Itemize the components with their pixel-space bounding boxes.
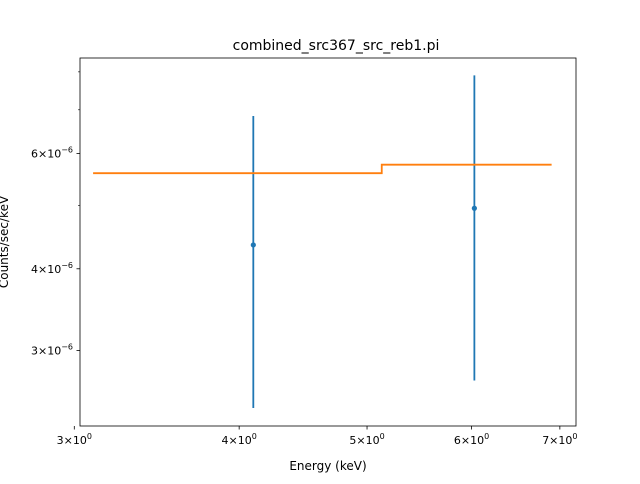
x-tick-label-0: 3×100 xyxy=(57,432,92,447)
x-tick-label-4: 7×100 xyxy=(542,432,577,447)
y-axis-label: Counts/sec/keV xyxy=(0,195,11,288)
y-tick-label-1: 4×10−6 xyxy=(31,261,73,276)
model-step-line-1 xyxy=(93,163,552,175)
x-tick-label-3: 6×100 xyxy=(454,432,489,447)
y-tick-label-0: 3×10−6 xyxy=(31,343,73,358)
y-tick-label-2: 6×10−6 xyxy=(31,146,73,161)
chart-title: combined_src367_src_reb1.pi xyxy=(233,38,440,54)
data-point-0-0 xyxy=(250,242,256,248)
y-axis: 3×10−6 4×10−6 6×10−6 xyxy=(31,71,80,358)
x-axis-label: Energy (keV) xyxy=(289,459,366,473)
x-tick-label-1: 4×100 xyxy=(222,432,257,447)
x-axis: 3×100 4×100 5×100 6×100 7×100 xyxy=(57,426,578,447)
series-layer xyxy=(93,75,552,409)
plot-frame xyxy=(79,57,577,427)
data-point-0-1 xyxy=(471,205,477,211)
x-tick-label-2: 5×100 xyxy=(349,432,384,447)
